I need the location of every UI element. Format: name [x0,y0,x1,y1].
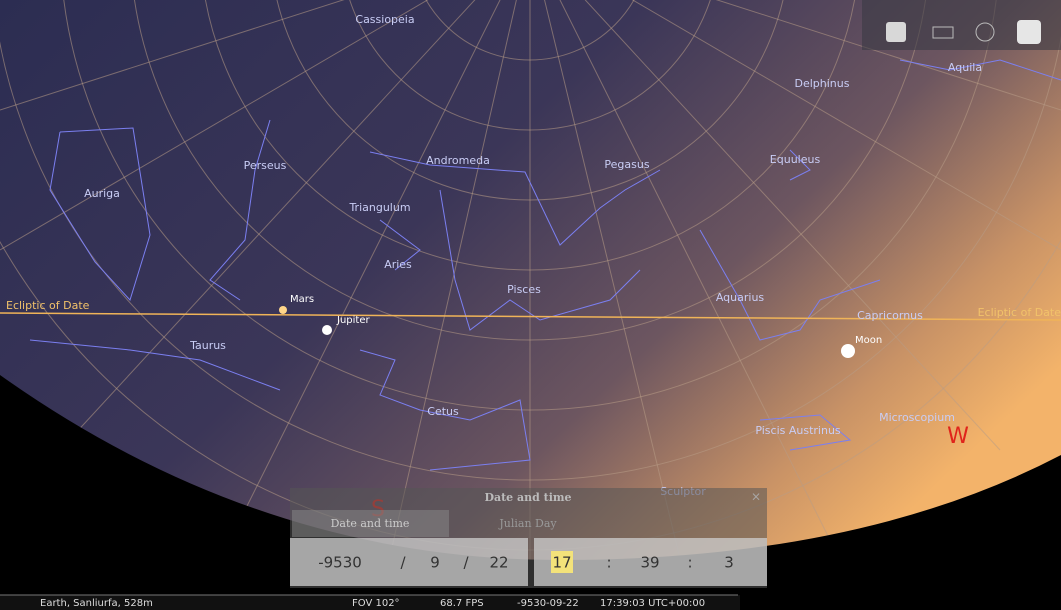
constellation-label: Cetus [427,405,459,418]
day-field[interactable]: 22 [489,554,508,572]
second-field[interactable]: 3 [724,554,734,572]
ecliptic-label: Ecliptic of Date [6,299,90,312]
planet-label: Mars [290,294,314,305]
hour-field[interactable]: 17 [552,554,571,572]
cardinal-point: W [947,424,969,449]
toolbar-button[interactable] [886,22,906,42]
status-date: -9530-09-22 [517,598,579,609]
constellation-label: Aries [384,258,412,271]
minute-field[interactable]: 39 [640,554,659,572]
date-time-dialog: Date and time × Date and time Julian Day… [290,488,767,588]
constellation-label: Capricornus [857,309,923,322]
planet-label: Jupiter [336,315,370,326]
status-fov: FOV 102° [352,598,400,609]
constellation-label: Aquarius [716,291,765,304]
close-button[interactable]: × [751,490,761,504]
constellation-label: Auriga [84,187,120,200]
jupiter-dot [322,325,332,335]
constellation-label: Equuleus [770,153,821,166]
dialog-title: Date and time [484,491,571,504]
constellation-label: Cassiopeia [355,13,414,26]
moon-dot [841,344,855,358]
status-time: 17:39:03 UTC+00:00 [600,598,705,609]
constellation-label: Triangulum [348,201,410,214]
sky-view: Cassiopeia Aquila Delphinus Perseus Andromed… [0,0,1061,610]
year-field[interactable]: -9530 [318,554,362,572]
constellation-label: Pegasus [604,158,649,171]
planet-label: Moon [855,335,882,346]
tab-label[interactable]: Julian Day [498,517,557,530]
constellation-label: Piscis Austrinus [755,424,841,437]
status-location: Earth, Sanliurfa, 528m [40,598,153,609]
constellation-label: Aquila [948,61,982,74]
status-fps: 68.7 FPS [440,598,484,609]
toolbar-button[interactable] [1017,20,1041,44]
constellation-label: Delphinus [795,77,850,90]
month-field[interactable]: 9 [430,554,440,572]
separator: : [687,554,692,572]
mars-dot [279,306,287,314]
constellation-label: Perseus [244,159,287,172]
separator: : [606,554,611,572]
constellation-label: Andromeda [426,154,490,167]
constellation-label: Taurus [189,339,226,352]
constellation-label: Pisces [507,283,541,296]
constellation-label: Microscopium [879,411,955,424]
tab-label[interactable]: Date and time [331,517,410,530]
stellarium-window: Cassiopeia Aquila Delphinus Perseus Andromed… [0,0,1061,610]
ecliptic-label: Ecliptic of Date [978,306,1061,319]
